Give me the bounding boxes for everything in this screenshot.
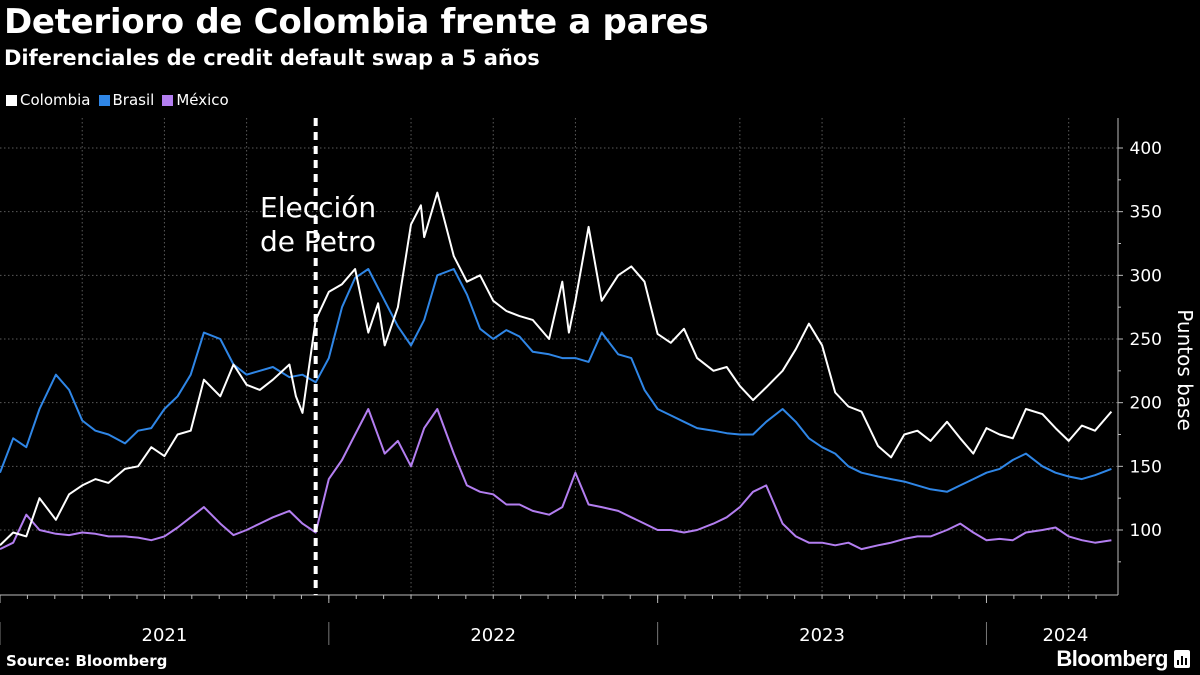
chart-title: Deterioro de Colombia frente a pares [4,2,709,42]
legend-item-brasil: Brasil [98,91,155,109]
year-label-2024: 2024 [1042,625,1088,646]
legend-swatch-brasil [98,94,110,106]
legend-label-colombia: Colombia [20,91,91,109]
legend: Colombia Brasil México [6,91,229,109]
y-tick-label-250: 250 [1130,330,1162,350]
annotation-line-1: de Petro [260,225,376,258]
year-label-2023: 2023 [799,625,845,646]
legend-label-mexico: México [176,91,229,109]
year-label-2022: 2022 [470,625,516,646]
legend-swatch-mexico [162,94,174,106]
annotation-line-0: Elección [260,191,376,224]
legend-item-mexico: México [162,91,229,109]
bloomberg-logo: Bloomberg [1056,646,1190,672]
bloomberg-chart-icon [1174,650,1190,668]
y-tick-label-300: 300 [1130,266,1162,286]
chart-subtitle: Diferenciales de credit default swap a 5… [4,46,540,70]
legend-swatch-colombia [6,94,17,106]
y-tick-label-150: 150 [1130,457,1162,477]
series-line-colombia [0,191,1113,547]
brand-name: Bloomberg [1056,646,1168,671]
y-axis-title: Puntos base [1173,309,1197,431]
year-label-2021: 2021 [142,625,188,646]
series-line-mexico [0,408,1112,551]
y-tick-label-400: 400 [1130,139,1162,159]
y-tick-label-350: 350 [1130,203,1162,223]
series-line-brasil [0,268,1112,493]
legend-label-brasil: Brasil [112,91,155,109]
source-note: Source: Bloomberg [6,652,168,670]
y-tick-label-200: 200 [1130,394,1162,414]
y-tick-label-100: 100 [1130,521,1162,541]
legend-item-colombia: Colombia [6,91,91,109]
